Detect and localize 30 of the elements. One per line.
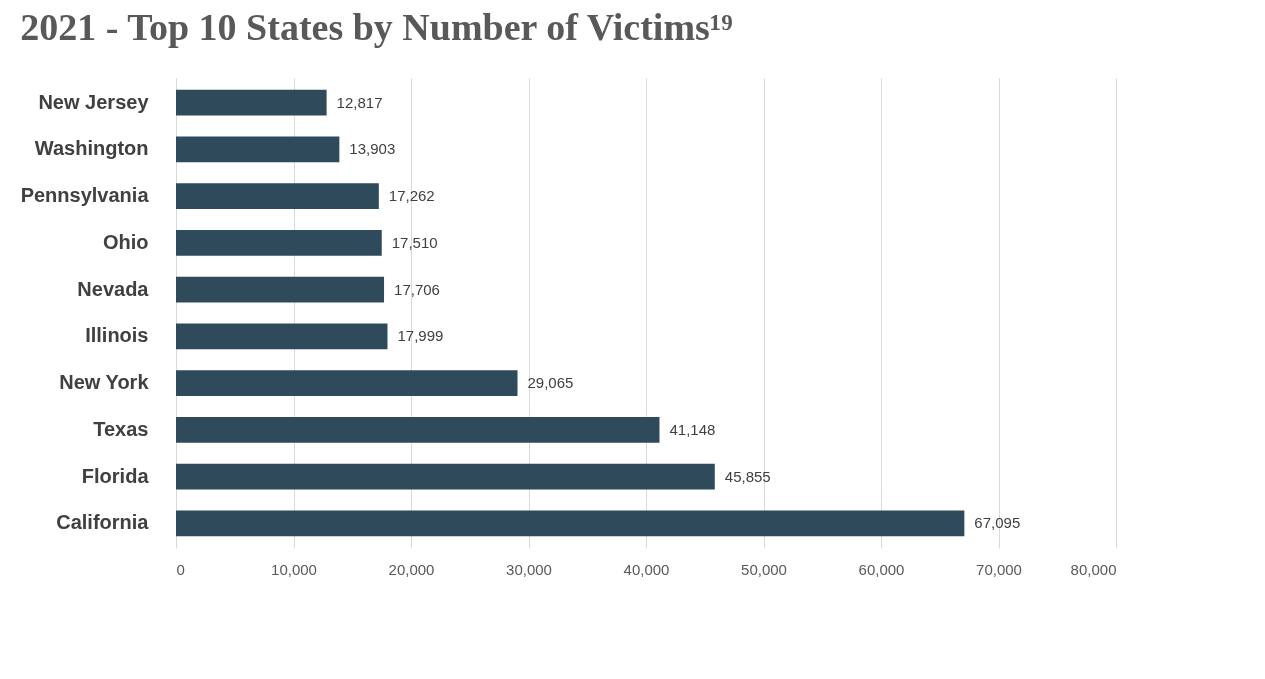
y-tick-label: California xyxy=(56,511,150,534)
data-label: 45,855 xyxy=(724,467,771,485)
data-label: 41,148 xyxy=(669,420,716,438)
y-tick-label: Illinois xyxy=(85,324,149,347)
data-label: 17,706 xyxy=(394,280,440,298)
chart-title: 2021 - Top 10 States by Number of Victims¹⁹ xyxy=(20,6,733,48)
x-tick-label: 50,000 xyxy=(741,560,787,578)
y-tick-label: Nevada xyxy=(77,277,150,300)
x-tick-label: 40,000 xyxy=(623,560,670,578)
x-tick-label: 10,000 xyxy=(271,560,317,578)
data-label: 17,510 xyxy=(391,233,438,251)
x-tick-label: 60,000 xyxy=(858,560,905,578)
x-tick-label: 20,000 xyxy=(388,560,435,578)
y-tick-label: Ohio xyxy=(102,230,149,253)
x-tick-label: 70,000 xyxy=(976,560,1022,578)
data-label: 67,095 xyxy=(974,514,1021,532)
y-tick-label: Pennsylvania xyxy=(20,184,150,207)
y-tick-label: New York xyxy=(59,371,150,394)
x-tick-label: 30,000 xyxy=(506,560,552,578)
y-tick-label: Washington xyxy=(34,137,149,160)
data-label: 17,262 xyxy=(388,187,435,205)
data-label: 13,903 xyxy=(349,140,396,158)
y-tick-label: Florida xyxy=(81,464,150,487)
y-tick-label: Texas xyxy=(93,417,149,440)
data-label: 17,999 xyxy=(397,327,444,345)
data-label: 12,817 xyxy=(336,93,383,111)
x-tick-label: 80,000 xyxy=(1070,560,1117,578)
y-tick-label: New Jersey xyxy=(38,90,150,113)
x-tick-label: 0 xyxy=(176,560,185,578)
data-label: 29,065 xyxy=(527,374,574,392)
